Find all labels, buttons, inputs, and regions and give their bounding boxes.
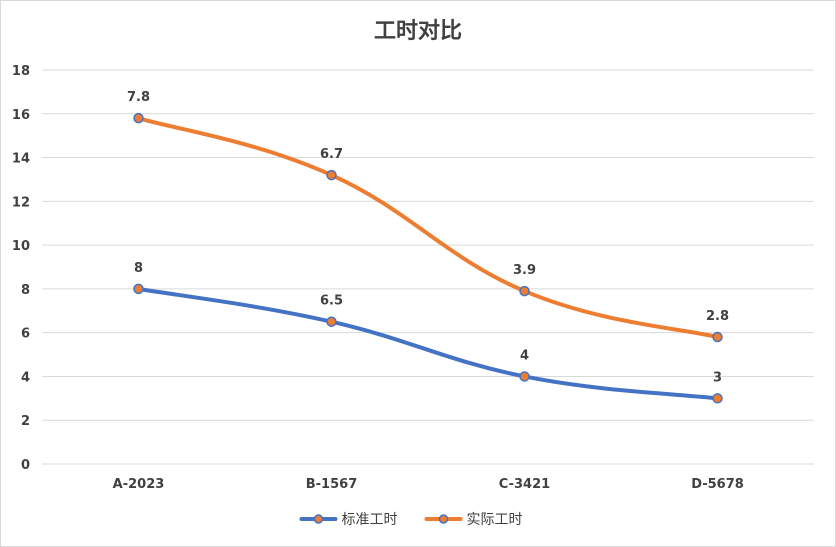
grid-layer [42, 69, 814, 465]
legend: 标准工时 实际工时 [299, 512, 523, 528]
series-layer [133, 112, 723, 404]
legend-marker [438, 514, 449, 524]
data-label: 6.7 [320, 147, 343, 162]
y-tick-label: 0 [21, 458, 30, 473]
y-tick-label: 12 [12, 195, 30, 210]
data-point [519, 371, 530, 382]
legend-marker [313, 514, 324, 524]
data-label: 7.8 [127, 90, 150, 105]
x-tick-label: B-1567 [306, 477, 358, 492]
data-point [133, 112, 144, 124]
data-point [326, 169, 337, 181]
y-tick-label: 14 [12, 152, 30, 167]
axis-layer: 0 2 4 6 8 10 12 14 16 18 A-2023 B-1567 C-3421 D-5678 [12, 64, 744, 492]
series-line-1 [136, 286, 720, 401]
y-tick-label: 6 [21, 327, 30, 342]
data-label: 4 [520, 348, 529, 363]
data-label: 3.9 [513, 263, 536, 278]
legend-label: 实际工时 [467, 512, 523, 528]
y-tick-label: 2 [21, 414, 30, 429]
y-tick-label: 16 [12, 108, 30, 123]
legend-item-2: 实际工时 [424, 512, 523, 528]
data-point [519, 285, 530, 297]
data-label: 6.5 [320, 294, 343, 309]
x-tick-label: D-5678 [691, 477, 744, 492]
data-label: 2.8 [706, 309, 729, 324]
y-tick-label: 18 [12, 64, 30, 79]
data-point [712, 393, 723, 404]
x-tick-label: A-2023 [113, 477, 165, 492]
chart-title: 工时对比 [374, 19, 462, 44]
data-label-layer: 8 6.5 4 3 7.8 6.7 3.9 2.8 [127, 90, 729, 385]
legend-label: 标准工时 [342, 512, 398, 528]
legend-item-1: 标准工时 [299, 512, 398, 528]
data-point [326, 316, 337, 327]
y-tick-label: 10 [12, 239, 30, 254]
x-tick-label: C-3421 [499, 477, 550, 492]
data-point [133, 283, 144, 295]
y-tick-label: 8 [21, 283, 30, 298]
data-point [712, 331, 723, 343]
y-tick-label: 4 [21, 370, 30, 385]
series-line-2 [136, 116, 720, 340]
data-label: 8 [134, 261, 143, 276]
data-label: 3 [713, 370, 722, 385]
